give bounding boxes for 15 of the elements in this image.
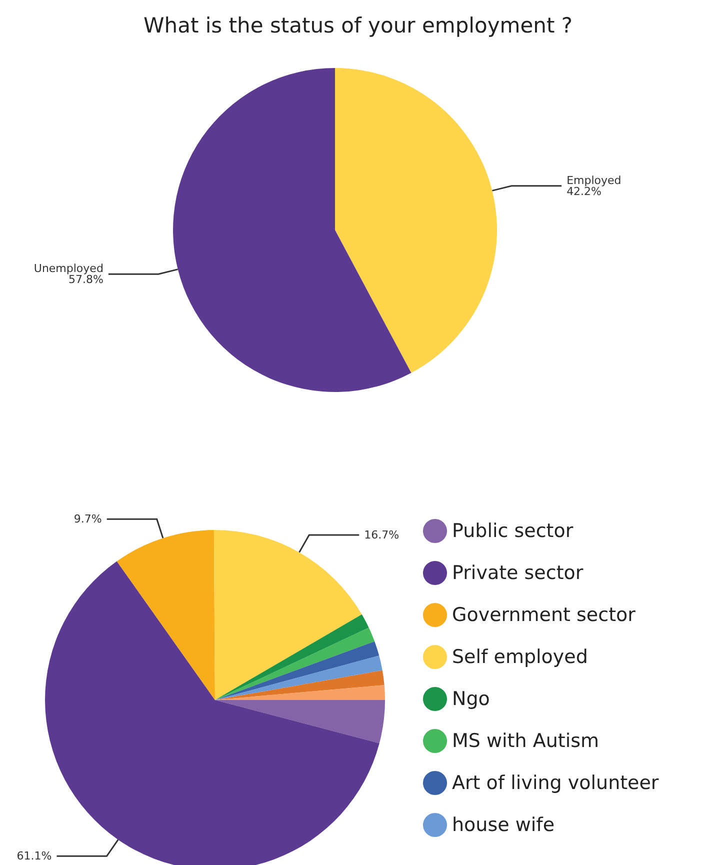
data-label: 16.7% (364, 528, 400, 542)
legend-label: Government sector (452, 604, 636, 626)
legend-label: Private sector (452, 562, 584, 584)
legend-label: Ngo (452, 688, 490, 710)
legend-label: Public sector (452, 520, 574, 542)
chart-title: What is the status of your employment ? (143, 14, 573, 38)
legend-label: Self employed (452, 646, 588, 668)
data-label: 9.7% (74, 512, 102, 526)
data-label: 61.1% (16, 850, 52, 863)
legend-label: house wife (452, 814, 555, 836)
legend-label: Art of living volunteer (452, 772, 659, 794)
legend-label: MS with Autism (452, 730, 600, 752)
slice-label: Unemployed (34, 262, 104, 276)
data-label: 57.8% (68, 273, 104, 286)
slice-label: Employed (566, 174, 622, 187)
